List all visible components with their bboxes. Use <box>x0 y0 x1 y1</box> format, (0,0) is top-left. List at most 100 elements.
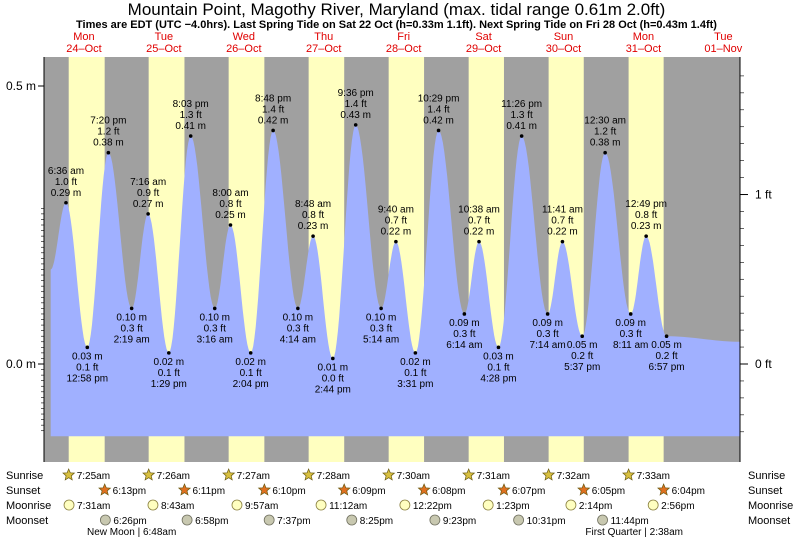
moonset-icon <box>346 514 358 526</box>
low-tide-height-m: 0.03 m <box>483 351 514 362</box>
moonset-icon <box>597 514 608 526</box>
high-tide-marker <box>394 239 398 244</box>
high-tide-height-ft: 1.4 ft <box>345 99 367 110</box>
high-tide-height-ft: 0.7 ft <box>551 216 573 227</box>
sunrise-time: 7:27am <box>237 471 270 482</box>
low-tide-height-m: 0.03 m <box>72 351 103 362</box>
low-tide-height-ft: 0.1 ft <box>76 362 98 373</box>
moonset-time: 9:23pm <box>443 516 476 527</box>
sunrise-time: 7:26am <box>157 471 190 482</box>
sunrise-time: 7:33am <box>637 471 670 482</box>
high-tide-marker <box>146 212 150 216</box>
high-tide-height-ft: 0.9 ft <box>137 188 159 199</box>
moonset-time: 7:37pm <box>277 516 310 527</box>
moonset-time: 6:26pm <box>113 516 146 527</box>
left-tick-label: 0.5 m <box>6 79 36 93</box>
high-tide-height-m: 0.25 m <box>215 210 246 221</box>
high-tide-time: 7:16 am <box>130 177 166 188</box>
sunrise-icon <box>142 468 156 481</box>
low-tide-height-m: 0.02 m <box>235 357 266 368</box>
moonrise-icon <box>647 499 659 511</box>
high-tide-marker <box>271 128 275 133</box>
low-tide-time: 3:31 pm <box>397 379 433 390</box>
row-label-left: Moonset <box>6 515 48 527</box>
day-label-date: 27–Oct <box>306 43 341 55</box>
sunrise-time: 7:28am <box>317 471 350 482</box>
high-tide-height-ft: 1.2 ft <box>97 127 119 138</box>
low-tide-marker <box>628 312 633 316</box>
low-tide-marker <box>296 306 300 311</box>
high-tide-height-m: 0.41 m <box>175 121 206 132</box>
day-label-date: 29–Oct <box>466 43 501 55</box>
high-tide-height-ft: 1.3 ft <box>180 110 202 121</box>
low-tide-marker <box>85 345 90 350</box>
sunrise-icon <box>462 468 476 481</box>
sunset-time: 6:08pm <box>432 486 465 497</box>
day-label-weekday: Mon <box>633 31 654 43</box>
high-tide-marker <box>64 200 68 205</box>
low-tide-height-m: 0.09 m <box>449 318 480 329</box>
sunset-icon <box>497 483 511 496</box>
sunset-time: 6:13pm <box>113 486 146 497</box>
chart-subtitle: Times are EDT (UTC −4.0hrs). Last Spring… <box>76 19 717 31</box>
high-tide-marker <box>353 123 358 127</box>
sunrise-icon <box>622 468 636 481</box>
high-tide-height-ft: 1.4 ft <box>262 104 284 115</box>
sunset-icon <box>337 483 351 496</box>
low-tide-height-ft: 0.1 ft <box>158 368 180 379</box>
sunset-time: 6:05pm <box>592 486 625 497</box>
row-label-right: Moonset <box>748 515 790 527</box>
row-label-left: Moonrise <box>6 500 51 512</box>
day-label-weekday: Tue <box>155 31 174 43</box>
sunset-icon <box>577 483 591 496</box>
high-tide-time: 12:49 pm <box>625 199 667 210</box>
high-tide-marker <box>519 134 524 138</box>
high-tide-height-m: 0.41 m <box>506 121 537 132</box>
y-axes: 0.5 m 0.0 m 1 ft 0 ft <box>6 57 772 462</box>
sunrise-icon <box>222 468 236 481</box>
low-tide-height-ft: 0.3 ft <box>121 323 143 334</box>
low-tide-time: 7:14 am <box>530 340 566 351</box>
low-tide-height-m: 0.02 m <box>400 357 431 368</box>
low-tide-time: 2:04 pm <box>233 379 269 390</box>
high-tide-time: 10:38 am <box>458 205 500 216</box>
low-tide-time: 2:19 am <box>114 334 150 345</box>
day-label-date: 28–Oct <box>386 43 421 55</box>
moonset-time: 6:58pm <box>195 516 228 527</box>
low-tide-height-m: 0.01 m <box>318 362 349 373</box>
high-tide-time: 8:00 am <box>212 188 248 199</box>
high-tide-height-ft: 1.4 ft <box>427 104 449 115</box>
row-label-left: Sunrise <box>6 470 43 482</box>
moonset-time: 10:31pm <box>527 516 566 527</box>
low-tide-height-ft: 0.3 ft <box>204 323 226 334</box>
moonset-icon <box>99 514 111 526</box>
low-tide-marker <box>212 306 217 311</box>
high-tide-marker <box>228 223 233 227</box>
sunrise-time: 7:32am <box>557 471 590 482</box>
moonrise-icon <box>482 499 494 511</box>
sunrise-icon <box>542 468 556 481</box>
row-label-right: Moonrise <box>748 500 793 512</box>
right-tick-label: 0 ft <box>755 357 772 371</box>
low-tide-height-ft: 0.3 ft <box>536 329 558 340</box>
low-tide-height-m: 0.10 m <box>366 312 397 323</box>
day-label-date: 26–Oct <box>226 43 261 55</box>
high-tide-time: 11:26 pm <box>501 99 542 110</box>
moonrise-time: 11:12am <box>329 501 367 512</box>
low-tide-height-ft: 0.3 ft <box>287 323 309 334</box>
day-label-date: 25–Oct <box>146 43 181 55</box>
moonrise-time: 8:43am <box>161 501 194 512</box>
high-tide-time: 6:36 am <box>48 166 84 177</box>
high-tide-height-m: 0.23 m <box>298 221 329 232</box>
high-tide-time: 10:29 pm <box>418 93 460 104</box>
high-tide-height-ft: 1.2 ft <box>594 127 616 138</box>
low-tide-time: 5:14 am <box>363 334 399 345</box>
high-tide-height-m: 0.22 m <box>464 227 495 238</box>
high-tide-marker <box>106 150 111 155</box>
moonrise-icon <box>147 499 159 511</box>
day-label-date: 24–Oct <box>66 43 101 55</box>
high-tide-marker <box>644 234 648 238</box>
sunset-icon <box>98 483 112 496</box>
sunset-time: 6:09pm <box>352 486 385 497</box>
